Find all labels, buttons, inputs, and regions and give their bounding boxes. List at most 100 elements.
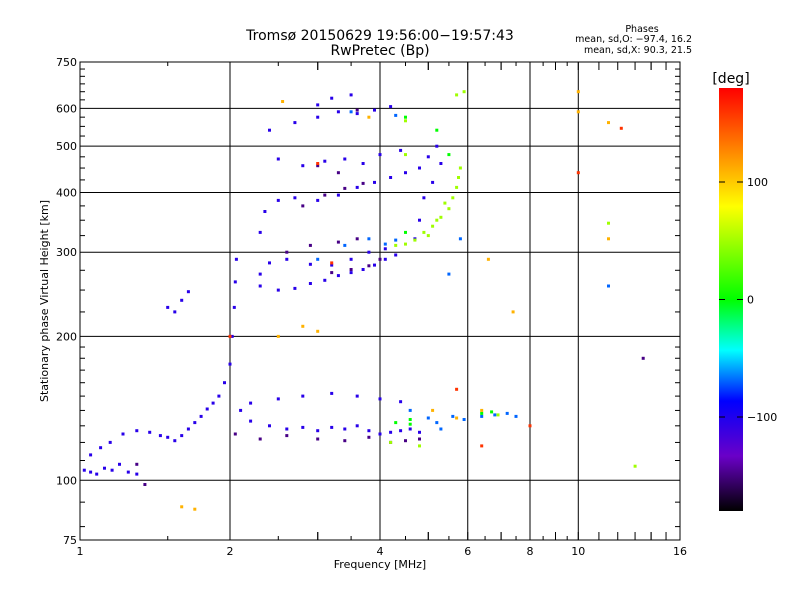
data-point-s0-54 bbox=[293, 286, 297, 290]
data-point-s0-73 bbox=[276, 198, 280, 202]
data-point-s0-80 bbox=[404, 171, 407, 175]
data-point-s1-8 bbox=[367, 264, 371, 268]
data-point-s0-107 bbox=[173, 310, 177, 314]
data-point-s0-41 bbox=[389, 430, 393, 434]
data-point-s4-1 bbox=[404, 242, 407, 246]
data-point-s0-98 bbox=[399, 148, 403, 152]
data-point-s5-12 bbox=[486, 257, 490, 261]
data-point-s2-12 bbox=[514, 414, 518, 418]
data-point-s0-65 bbox=[285, 257, 289, 261]
data-point-s0-46 bbox=[276, 397, 280, 401]
data-point-s1-2 bbox=[285, 434, 289, 438]
data-point-s3-1 bbox=[408, 422, 412, 426]
data-point-s0-70 bbox=[383, 247, 387, 251]
x-tick-label-2: 4 bbox=[377, 545, 384, 558]
data-point-s0-62 bbox=[394, 253, 398, 257]
data-point-s0-11 bbox=[121, 432, 125, 436]
data-point-s0-5 bbox=[118, 462, 121, 466]
data-point-s0-47 bbox=[301, 394, 305, 398]
data-point-s0-40 bbox=[378, 432, 382, 436]
data-point-s0-12 bbox=[135, 429, 139, 433]
data-point-s1-1 bbox=[258, 437, 262, 441]
data-point-s6-1 bbox=[316, 162, 320, 165]
data-point-s0-68 bbox=[349, 257, 353, 261]
data-point-s0-31 bbox=[249, 419, 253, 423]
data-point-s0-25 bbox=[228, 362, 232, 366]
data-point-s5-14 bbox=[180, 505, 184, 509]
data-point-s0-56 bbox=[323, 278, 327, 282]
data-point-s4-14 bbox=[462, 90, 466, 94]
data-point-s2-4 bbox=[394, 238, 398, 242]
data-point-s1-0 bbox=[233, 432, 237, 436]
data-point-s2-5 bbox=[426, 416, 430, 420]
stats-line-o: mean, sd,O: −97.4, 16.2 bbox=[575, 34, 692, 45]
data-point-s0-24 bbox=[223, 381, 226, 385]
data-point-s5-4 bbox=[281, 100, 285, 103]
data-point-s0-6 bbox=[126, 470, 130, 474]
data-point-s1-5 bbox=[367, 435, 371, 439]
data-point-s0-64 bbox=[268, 261, 271, 265]
data-point-s0-86 bbox=[355, 112, 359, 116]
data-point-s0-43 bbox=[408, 427, 412, 431]
data-point-s0-57 bbox=[336, 274, 340, 278]
y-tick-label-0: 75 bbox=[63, 534, 77, 547]
data-point-s2-6 bbox=[435, 421, 439, 425]
y-tick-label-5: 500 bbox=[56, 140, 77, 153]
data-point-s4-18 bbox=[426, 234, 430, 238]
data-point-s2-15 bbox=[349, 110, 353, 114]
data-point-s4-8 bbox=[455, 185, 459, 189]
chart-title: Tromsø 20150629 19:56:00−19:57:43 bbox=[245, 28, 514, 44]
data-point-s0-96 bbox=[361, 162, 365, 165]
data-point-s3-5 bbox=[480, 411, 484, 415]
data-point-s0-55 bbox=[308, 282, 312, 285]
data-point-s0-67 bbox=[330, 263, 334, 267]
data-point-s1-18 bbox=[336, 171, 340, 175]
data-point-s1-16 bbox=[355, 237, 359, 241]
data-point-s1-17 bbox=[316, 164, 320, 168]
data-point-s0-37 bbox=[343, 427, 347, 431]
data-point-s2-9 bbox=[480, 414, 484, 418]
data-point-s2-17 bbox=[447, 272, 451, 276]
data-point-s1-13 bbox=[285, 250, 289, 254]
data-point-s0-53 bbox=[276, 288, 280, 292]
data-point-s0-7 bbox=[135, 472, 139, 476]
data-point-s0-45 bbox=[249, 401, 253, 405]
data-point-s2-18 bbox=[458, 237, 462, 241]
data-point-s0-92 bbox=[276, 157, 280, 161]
data-point-s0-94 bbox=[323, 159, 327, 163]
data-point-s0-2 bbox=[95, 472, 99, 476]
data-point-s0-89 bbox=[330, 96, 334, 100]
data-point-s0-4 bbox=[110, 468, 114, 472]
data-point-s2-7 bbox=[451, 414, 455, 418]
data-point-s0-85 bbox=[336, 110, 340, 114]
data-point-s0-72 bbox=[263, 210, 267, 213]
data-point-s6-0 bbox=[330, 261, 334, 265]
data-point-s4-9 bbox=[457, 176, 460, 179]
data-point-s0-99 bbox=[426, 155, 430, 159]
data-point-s1-25 bbox=[355, 108, 359, 112]
y-tick-label-3: 300 bbox=[56, 246, 77, 259]
x-axis-label: Frequency [MHz] bbox=[334, 558, 426, 571]
y-tick-label-4: 400 bbox=[56, 186, 77, 199]
data-point-s2-1 bbox=[343, 243, 347, 247]
data-point-s2-13 bbox=[439, 427, 443, 431]
data-point-s0-108 bbox=[180, 298, 184, 302]
data-point-s0-0 bbox=[82, 468, 86, 472]
data-point-s2-3 bbox=[383, 242, 387, 246]
data-point-s0-101 bbox=[439, 162, 443, 165]
data-point-s0-109 bbox=[186, 290, 190, 294]
data-point-s0-28 bbox=[233, 280, 237, 284]
data-point-s0-23 bbox=[217, 394, 221, 398]
data-point-s3-3 bbox=[435, 128, 439, 132]
data-point-s0-75 bbox=[316, 198, 320, 202]
stats-header: Phases bbox=[625, 24, 658, 35]
data-point-s0-106 bbox=[166, 305, 170, 309]
y-tick-label-6: 600 bbox=[56, 102, 77, 115]
data-point-s0-103 bbox=[422, 196, 426, 200]
data-point-s4-20 bbox=[443, 201, 447, 205]
data-point-s4-17 bbox=[404, 119, 407, 123]
data-point-s0-20 bbox=[199, 414, 203, 418]
data-point-s4-22 bbox=[633, 464, 637, 468]
data-point-s0-51 bbox=[399, 400, 403, 404]
